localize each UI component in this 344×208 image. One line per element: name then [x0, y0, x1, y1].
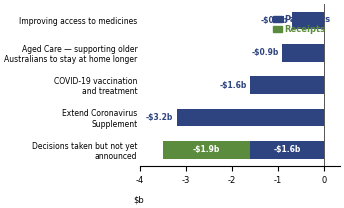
Text: -$0.9b: -$0.9b	[251, 48, 279, 57]
Text: -$1.6b: -$1.6b	[219, 80, 247, 90]
Bar	[163, 141, 250, 159]
Text: -$0.7b: -$0.7b	[260, 16, 288, 25]
Text: -$1.9b: -$1.9b	[193, 145, 221, 154]
Bar	[177, 109, 324, 126]
X-axis label: $b: $b	[133, 195, 143, 204]
Bar	[292, 11, 324, 29]
Bar	[250, 76, 324, 94]
Text: -$1.6b: -$1.6b	[273, 145, 301, 154]
Bar	[282, 44, 324, 62]
Text: -$3.2b: -$3.2b	[146, 113, 173, 122]
Bar	[250, 141, 324, 159]
Legend: Payments, Receipts: Payments, Receipts	[270, 12, 334, 37]
